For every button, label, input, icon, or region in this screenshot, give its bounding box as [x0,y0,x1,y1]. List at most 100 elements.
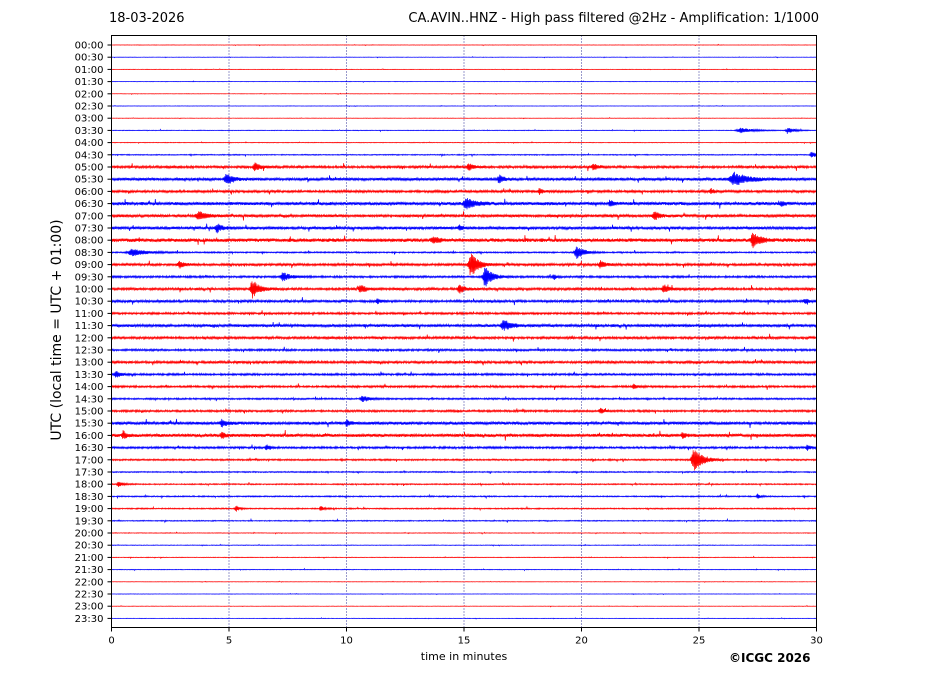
y-tick-label: 01:00 [75,65,104,76]
x-tick-label: 5 [226,636,232,647]
trace-1400 [111,383,817,391]
y-tick-label: 02:30 [75,102,104,113]
y-tick-label: 18:00 [75,480,104,491]
y-tick-label: 14:30 [75,394,104,405]
trace-1530 [111,418,817,428]
y-tick-label: 14:00 [75,382,104,393]
y-tick-label: 04:00 [75,138,104,149]
trace-1930 [111,517,817,524]
trace-1700 [111,450,817,471]
trace-0530 [111,171,817,186]
trace-1900 [111,505,817,512]
y-tick-label: 11:00 [75,309,104,320]
y-tick-label: 07:30 [75,224,104,235]
y-tick-label: 21:00 [75,553,104,564]
y-tick-label: 06:30 [75,199,104,210]
y-tick-label: 20:00 [75,529,104,540]
trace-1230 [111,346,817,353]
trace-1130 [111,320,817,331]
trace-0630 [111,197,817,210]
seismic-traces [111,43,817,620]
y-tick-label: 23:30 [75,614,104,625]
trace-1000 [111,281,817,299]
y-tick-label: 19:00 [75,504,104,515]
y-tick-label: 22:30 [75,590,104,601]
y-tick-label: 08:30 [75,248,104,259]
trace-1830 [111,493,817,500]
trace-1800 [111,481,817,487]
y-tick-label: 03:00 [75,114,104,125]
y-tick-label: 00:30 [75,53,104,64]
trace-2230 [111,592,817,596]
trace-2300 [111,604,817,608]
trace-1330 [111,371,817,378]
y-tick-label: 22:00 [75,577,104,588]
y-tick-label: 08:00 [75,236,104,247]
plot-date: 18-03-2026 [109,11,185,26]
trace-0500 [111,162,817,172]
y-tick-label: 23:00 [75,602,104,613]
y-tick-label: 21:30 [75,565,104,576]
plot-frame [111,35,817,628]
trace-0230 [111,104,817,108]
y-tick-label: 12:00 [75,333,104,344]
y-tick-label: 02:00 [75,89,104,100]
y-tick-label: 16:30 [75,443,104,454]
y-tick-label: 13:30 [75,370,104,381]
trace-0300 [111,116,817,120]
trace-0200 [111,92,817,96]
trace-0700 [111,211,817,221]
trace-2000 [111,531,817,535]
y-tick-label: 12:30 [75,346,104,357]
trace-1030 [111,297,817,306]
x-tick-label: 10 [340,636,353,647]
trace-1200 [111,333,817,342]
trace-1430 [111,395,817,403]
trace-0930 [111,267,817,287]
y-tick-label: 17:30 [75,468,104,479]
y-tick-label: 03:30 [75,126,104,137]
y-tick-label: 05:30 [75,175,104,186]
y-tick-label: 13:00 [75,358,104,369]
trace-0030 [111,56,817,59]
y-tick-label: 09:00 [75,260,104,271]
trace-1600 [111,429,817,441]
trace-0600 [111,188,817,195]
y-tick-label: 06:00 [75,187,104,198]
y-tick-label: 10:30 [75,297,104,308]
y-tick-label: 18:30 [75,492,104,503]
y-tick-label: 15:00 [75,407,104,418]
x-tick-label: 30 [810,636,823,647]
trace-2200 [111,580,817,583]
y-tick-label: 11:30 [75,321,104,332]
y-tick-label: 20:30 [75,541,104,552]
trace-0900 [111,253,817,276]
y-tick-label: 07:00 [75,211,104,222]
x-axis-label: time in minutes [420,650,508,663]
y-tick-label: 17:00 [75,455,104,466]
y-tick-label: 09:30 [75,272,104,283]
trace-1630 [111,444,817,451]
trace-1730 [111,469,817,475]
trace-0100 [111,68,817,71]
x-tick-label: 20 [575,636,588,647]
trace-2100 [111,555,817,560]
trace-0400 [111,141,817,145]
trace-0130 [111,80,817,83]
y-tick-label: 10:00 [75,285,104,296]
x-tick-label: 15 [458,636,471,647]
trace-1500 [111,407,817,414]
trace-1100 [111,310,817,316]
trace-1300 [111,359,817,366]
y-tick-label: 04:30 [75,150,104,161]
y-tick-label: 01:30 [75,77,104,88]
trace-0000 [111,43,817,47]
y-tick-label: 15:30 [75,419,104,430]
trace-2330 [111,617,817,620]
trace-2030 [111,543,817,547]
trace-0730 [111,223,817,234]
trace-2130 [111,567,817,572]
grid-lines [228,35,700,628]
